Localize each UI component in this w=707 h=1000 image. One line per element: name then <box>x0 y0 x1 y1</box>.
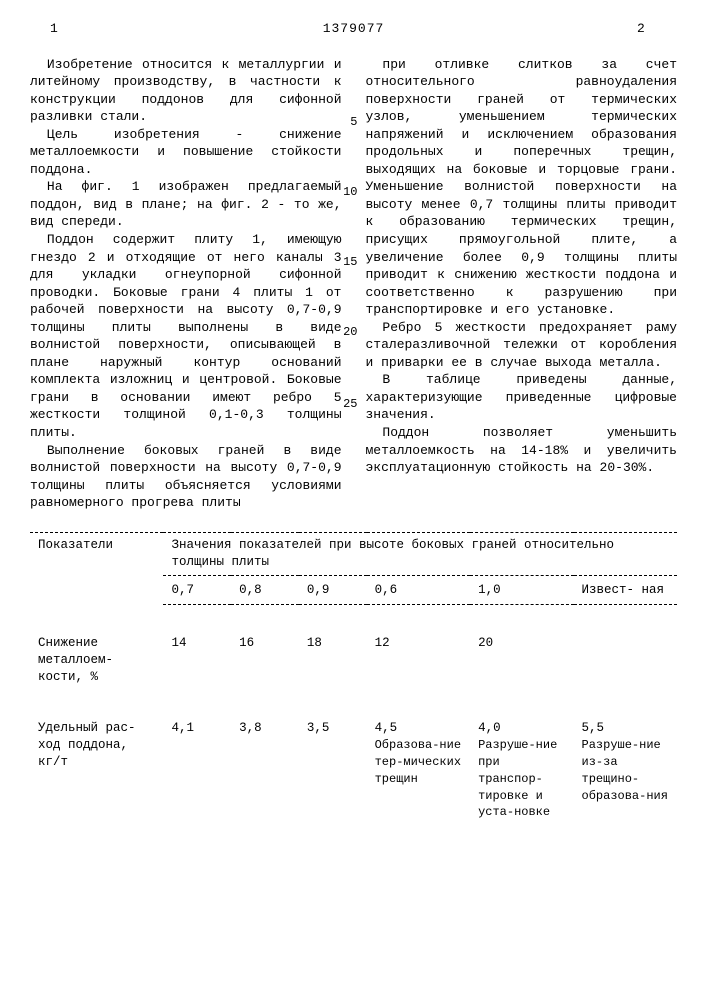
table-cell: 20 <box>470 631 573 690</box>
table-cell: 4,0 Разруше-ние при транспор-тировке и у… <box>470 716 573 825</box>
table-header-span: Значения показателей при высоте боковых … <box>163 532 677 575</box>
table-cell: 5,5 Разруше-ние из-за трещино-образова-н… <box>574 716 677 825</box>
left-para-1: Изобретение относится к металлургии и ли… <box>30 56 342 126</box>
table-cell-value: 4,5 <box>375 721 398 735</box>
line-marker-15: 15 <box>343 254 357 270</box>
left-page-col-num: 1 <box>50 20 70 38</box>
table-row: Удельный рас-ход поддона, кг/т 4,1 3,8 3… <box>30 716 677 825</box>
left-column: Изобретение относится к металлургии и ли… <box>30 56 342 512</box>
table-col-label-0: 0,7 <box>163 575 231 605</box>
table-cell: 16 <box>231 631 299 690</box>
table-cell: 3,8 <box>231 716 299 825</box>
table-col-label-2: 0,9 <box>299 575 367 605</box>
document-number: 1379077 <box>323 20 385 38</box>
right-para-2: Ребро 5 жесткости предохраняет раму стал… <box>366 319 678 372</box>
table-cell-note: Разруше-ние при транспор-тировке и уста-… <box>478 738 557 820</box>
table-cell: 18 <box>299 631 367 690</box>
table-cell: 12 <box>367 631 470 690</box>
table-header-row-1: Показатели Значения показателей при высо… <box>30 532 677 575</box>
text-columns: Изобретение относится к металлургии и ли… <box>30 56 677 512</box>
table-col-label-5: Извест- ная <box>574 575 677 605</box>
line-marker-20: 20 <box>343 324 357 340</box>
table-col-label-4: 1,0 <box>470 575 573 605</box>
table-col-label-1: 0,8 <box>231 575 299 605</box>
table-cell-value: 5,5 <box>582 721 605 735</box>
data-table: Показатели Значения показателей при высо… <box>30 532 677 826</box>
page-header: 1 1379077 2 <box>30 20 677 38</box>
line-marker-5: 5 <box>350 114 357 130</box>
left-para-5: Выполнение боковых граней в виде волнист… <box>30 442 342 512</box>
table-cell-note: Образова-ние тер-мических трещин <box>375 738 461 786</box>
left-para-2: Цель изобретения - снижение металлоемкос… <box>30 126 342 179</box>
line-marker-25: 25 <box>343 396 357 412</box>
table-cell: 4,5 Образова-ние тер-мических трещин <box>367 716 470 825</box>
right-column: при отливке слитков за счет относительно… <box>366 56 678 512</box>
table-cell <box>574 631 677 690</box>
right-para-1: при отливке слитков за счет относительно… <box>366 56 678 319</box>
right-para-3: В таблице приведены данные, характеризую… <box>366 371 678 424</box>
table-cell-note: Разруше-ние из-за трещино-образова-ния <box>582 738 668 803</box>
table-row-label-1: Удельный рас-ход поддона, кг/т <box>30 716 163 825</box>
table-row-label-0: Снижение металлоем-кости, % <box>30 631 163 690</box>
left-para-4: Поддон содержит плиту 1, имеющую гнездо … <box>30 231 342 442</box>
table-cell: 3,5 <box>299 716 367 825</box>
table-header-left: Показатели <box>30 532 163 605</box>
table-row: Снижение металлоем-кости, % 14 16 18 12 … <box>30 631 677 690</box>
left-para-3: На фиг. 1 изображен предлагаемый поддон,… <box>30 178 342 231</box>
table-cell-value: 4,0 <box>478 721 501 735</box>
right-para-4: Поддон позволяет уменьшить металлоемкост… <box>366 424 678 477</box>
right-page-col-num: 2 <box>637 20 657 38</box>
table-col-label-3: 0,6 <box>367 575 470 605</box>
table-cell: 14 <box>163 631 231 690</box>
line-marker-10: 10 <box>343 184 357 200</box>
table-cell: 4,1 <box>163 716 231 825</box>
